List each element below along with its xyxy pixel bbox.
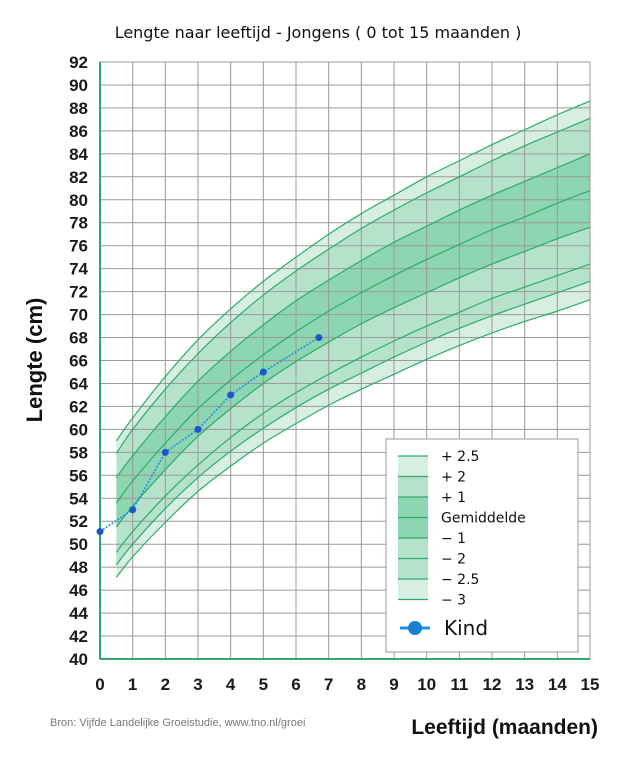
y-tick-label: 48 [69, 558, 88, 577]
kind-point [259, 368, 267, 376]
x-tick-label: 4 [226, 675, 236, 694]
y-tick-label: 46 [69, 581, 88, 600]
reference-curve-6 [115, 280, 591, 566]
x-tick-label: 12 [483, 675, 502, 694]
legend-swatch-5 [398, 558, 428, 579]
y-tick-label: 42 [69, 627, 88, 646]
reference-curve-5 [115, 263, 591, 553]
x-tick-label: 7 [324, 675, 333, 694]
kind-point [129, 506, 137, 514]
band-0 [116, 101, 590, 454]
y-tick-label: 70 [69, 306, 88, 325]
legend: + 2.5 + 2 + 1 Gemiddelde − 1 − 2 − 2.5 − 3 Kind [385, 438, 579, 653]
x-tick-label: 11 [450, 675, 468, 694]
legend-swatch-3 [398, 517, 428, 538]
legend-labels: + 2.5 + 2 + 1 Gemiddelde − 1 − 2 − 2.5 − 3 [441, 449, 526, 609]
source-note: Bron: Vijfde Landelijke Groeistudie, www… [50, 717, 305, 729]
x-tick-label: 1 [128, 675, 137, 694]
y-tick-label: 54 [69, 489, 88, 508]
legend-swatches [398, 455, 428, 601]
x-tick-label: 3 [193, 675, 202, 694]
y-tick-label: 68 [69, 329, 88, 348]
y-tick-label: 92 [69, 53, 88, 72]
kind-point [161, 448, 169, 456]
y-tick-label: 44 [69, 604, 88, 623]
legend-label: − 2 [441, 552, 466, 568]
legend-swatch-0 [398, 456, 428, 477]
y-tick-labels: 40 42 44 46 48 50 52 54 56 58 60 62 64 66 68 70 72 74 76 78… [69, 53, 88, 669]
legend-label: + 2 [441, 470, 466, 486]
legend-kind-label: Kind [444, 616, 488, 640]
legend-swatch-6 [398, 579, 428, 600]
x-tick-label: 10 [417, 675, 436, 694]
legend-swatch-2 [398, 497, 428, 518]
x-tick-label: 0 [95, 675, 104, 694]
reference-curve-1 [115, 117, 591, 454]
x-tick-label: 9 [389, 675, 398, 694]
y-tick-label: 58 [69, 443, 88, 462]
kind-point [227, 391, 235, 399]
reference-curve-7 [115, 299, 591, 578]
y-tick-label: 82 [69, 168, 88, 187]
kind-point [96, 528, 104, 536]
y-tick-label: 56 [69, 466, 88, 485]
y-axis-label: Lengte (cm) [22, 298, 47, 423]
x-tick-labels: 0 1 2 3 4 5 6 7 8 9 10 11 12 13 14 15 [95, 675, 599, 694]
reference-curve-2 [115, 153, 591, 478]
reference-curves [115, 100, 591, 578]
legend-kind-marker [408, 621, 422, 635]
y-tick-label: 90 [69, 76, 88, 95]
x-tick-label: 15 [581, 675, 600, 694]
kind-point [315, 334, 323, 342]
x-tick-label: 14 [548, 675, 567, 694]
legend-label: Gemiddelde [441, 511, 526, 527]
x-tick-label: 5 [259, 675, 268, 694]
reference-curve-4 [115, 226, 591, 528]
x-tick-label: 13 [515, 675, 534, 694]
legend-swatch-4 [398, 538, 428, 559]
reference-curve-0 [115, 100, 591, 442]
y-tick-label: 80 [69, 191, 88, 210]
y-tick-label: 52 [69, 512, 88, 531]
y-tick-label: 78 [69, 214, 88, 233]
reference-curve-3 [115, 190, 591, 504]
band-6 [116, 281, 590, 578]
y-tick-label: 62 [69, 397, 88, 416]
y-tick-label: 60 [69, 420, 88, 439]
legend-label: − 1 [441, 531, 466, 547]
y-tick-label: 50 [69, 535, 88, 554]
legend-label: − 3 [441, 593, 466, 609]
kind-point [194, 425, 202, 433]
legend-label: + 2.5 [441, 449, 479, 465]
band-2 [116, 153, 590, 503]
kind-series [96, 334, 323, 536]
x-tick-label: 2 [161, 675, 170, 694]
y-tick-label: 72 [69, 283, 88, 302]
legend-label: + 1 [441, 490, 466, 506]
x-tick-label: 8 [357, 675, 366, 694]
y-tick-label: 40 [69, 650, 88, 669]
legend-swatch-1 [398, 476, 428, 497]
chart-title: Lengte naar leeftijd - Jongens ( 0 tot 1… [115, 23, 522, 42]
y-tick-label: 74 [69, 260, 88, 279]
legend-label: − 2.5 [441, 572, 479, 588]
band-3 [116, 190, 590, 527]
axes [99, 62, 590, 660]
band-4 [116, 227, 590, 553]
x-tick-label: 6 [291, 675, 300, 694]
y-tick-label: 84 [69, 145, 88, 164]
y-tick-label: 88 [69, 99, 88, 118]
y-tick-label: 64 [69, 374, 88, 393]
y-tick-label: 76 [69, 237, 88, 256]
y-tick-label: 86 [69, 122, 88, 141]
band-5 [116, 264, 590, 565]
y-tick-label: 66 [69, 352, 88, 371]
x-axis-label: Leeftijd (maanden) [411, 716, 598, 739]
